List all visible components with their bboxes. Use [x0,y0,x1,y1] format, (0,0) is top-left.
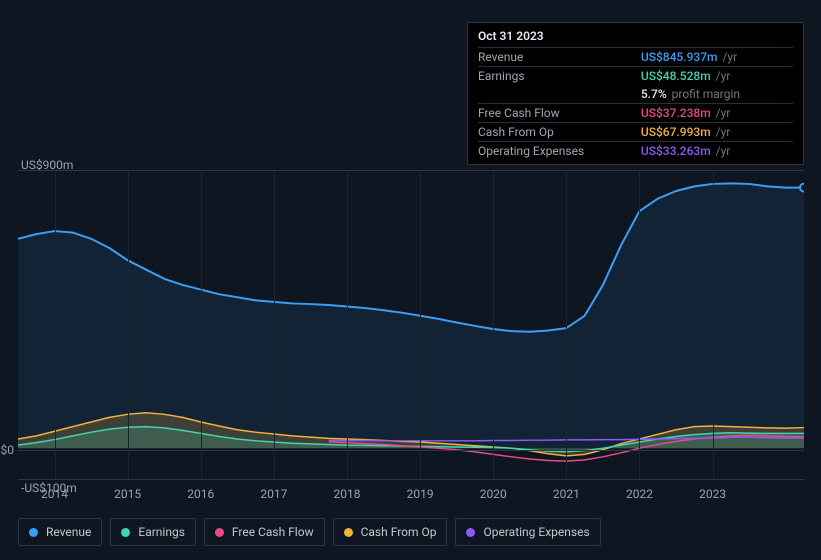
tooltip-row-value: US$48.528m /yr [641,67,793,86]
y-axis-max-label: US$900m [21,158,73,172]
x-axis-label: 2020 [480,479,507,501]
legend-dot [215,528,224,537]
legend-label: Earnings [138,525,185,539]
legend-label: Cash From Op [361,525,437,539]
financial-chart[interactable]: US$900m -US$100m US$02014201520162017201… [18,170,804,480]
x-axis-label: 2015 [114,479,141,501]
x-axis-label: 2014 [41,479,68,501]
tooltip-table: RevenueUS$845.937m /yrEarningsUS$48.528m… [478,47,793,160]
legend-dot [466,528,475,537]
tooltip-row-value: US$67.993m /yr [641,123,793,142]
legend-item-free_cash_flow[interactable]: Free Cash Flow [204,518,325,546]
tooltip-panel: Oct 31 2023 RevenueUS$845.937m /yrEarnin… [467,22,804,165]
tooltip-row-key: Cash From Op [478,123,641,142]
legend-item-earnings[interactable]: Earnings [110,518,196,546]
tooltip-row-key: Revenue [478,48,641,67]
legend-item-operating_expenses[interactable]: Operating Expenses [455,518,600,546]
x-axis-label: 2021 [553,479,580,501]
tooltip-row-value: 5.7% profit margin [641,85,793,104]
chart-legend: Revenue Earnings Free Cash Flow Cash From O… [18,518,601,546]
tooltip-row-key: Earnings [478,67,641,86]
x-axis-label: 2016 [187,479,214,501]
x-axis-label: 2022 [626,479,653,501]
y-axis-zero-label: US$0 [0,443,18,457]
tooltip-row-key [478,85,641,104]
x-axis-label: 2023 [699,479,726,501]
legend-label: Revenue [46,525,91,539]
legend-label: Free Cash Flow [232,525,314,539]
legend-item-revenue[interactable]: Revenue [18,518,102,546]
tooltip-date: Oct 31 2023 [478,29,793,47]
tooltip-row-value: US$37.238m /yr [641,104,793,123]
tooltip-row-value: US$33.263m /yr [641,142,793,161]
x-axis-label: 2017 [260,479,287,501]
x-axis-label: 2019 [407,479,434,501]
legend-dot [121,528,130,537]
chart-svg [18,171,804,479]
legend-label: Operating Expenses [483,525,589,539]
x-axis-label: 2018 [334,479,361,501]
tooltip-row-value: US$845.937m /yr [641,48,793,67]
legend-item-cash_from_op[interactable]: Cash From Op [333,518,448,546]
tooltip-row-key: Operating Expenses [478,142,641,161]
legend-dot [344,528,353,537]
legend-dot [29,528,38,537]
tooltip-row-key: Free Cash Flow [478,104,641,123]
